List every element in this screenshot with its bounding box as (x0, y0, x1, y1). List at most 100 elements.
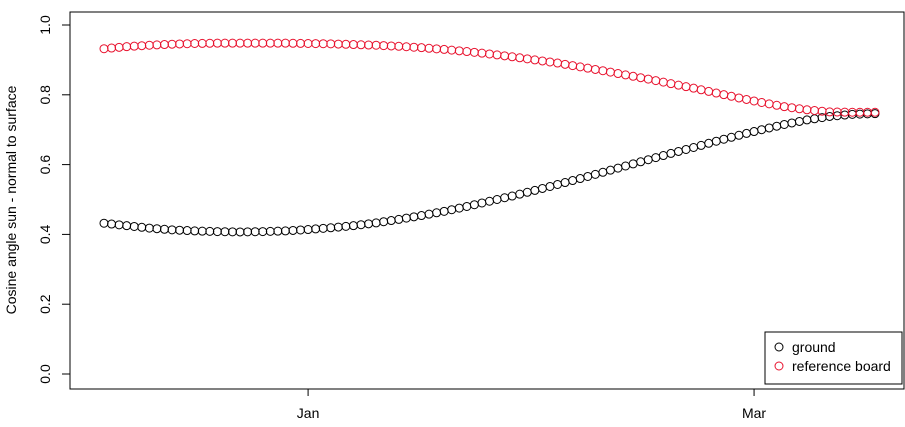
data-point (122, 221, 132, 231)
data-point (333, 222, 343, 232)
legend-box (764, 331, 903, 385)
data-point (424, 209, 434, 219)
data-point (107, 43, 117, 53)
data-point (288, 38, 298, 48)
data-point (855, 107, 865, 117)
data-point (379, 41, 389, 51)
data-point (651, 153, 661, 163)
data-point (235, 38, 245, 48)
data-point (371, 40, 381, 50)
data-point (545, 181, 555, 191)
legend-label: reference board (792, 358, 891, 374)
data-point (273, 226, 283, 236)
data-point (855, 109, 865, 119)
data-point (726, 132, 736, 142)
data-point (575, 62, 585, 72)
data-point (772, 121, 782, 131)
data-point (439, 44, 449, 54)
data-point (742, 128, 751, 138)
data-point (318, 223, 328, 233)
data-point (379, 217, 389, 227)
data-point (243, 38, 253, 48)
data-point (711, 88, 721, 98)
data-point (432, 44, 442, 54)
series-reference-board (99, 38, 880, 117)
data-point (265, 38, 275, 48)
data-point (273, 38, 283, 48)
data-point (137, 41, 147, 51)
data-point (159, 224, 169, 234)
data-point (673, 80, 683, 90)
data-point (122, 42, 132, 52)
data-point (114, 42, 124, 52)
data-point (175, 225, 185, 235)
data-point (341, 221, 351, 231)
data-point (190, 226, 200, 236)
data-point (605, 165, 615, 175)
data-point (537, 183, 547, 193)
data-point (416, 211, 426, 221)
data-point (590, 64, 600, 74)
data-point (243, 227, 253, 237)
data-point (485, 49, 494, 59)
data-point (152, 224, 162, 234)
data-point (673, 146, 683, 156)
data-point (613, 163, 623, 173)
data-point (681, 82, 691, 92)
data-point (296, 38, 306, 48)
data-point (810, 106, 820, 116)
data-point (515, 189, 525, 199)
data-point (500, 51, 510, 61)
data-point (757, 97, 767, 107)
data-point (107, 219, 117, 229)
data-point (734, 93, 744, 103)
data-point (159, 40, 169, 50)
data-point (220, 38, 230, 48)
data-point (235, 227, 245, 237)
data-point (530, 185, 540, 195)
data-point (205, 38, 215, 48)
data-point (500, 193, 510, 203)
data-point (749, 96, 759, 106)
data-point (802, 115, 812, 125)
data-point (628, 71, 638, 81)
data-point (734, 130, 744, 140)
data-point (742, 94, 751, 104)
y-tick-label: 0.8 (37, 85, 53, 105)
data-point (265, 226, 275, 236)
data-point (711, 136, 721, 146)
data-point (356, 40, 366, 50)
data-point (787, 118, 797, 128)
data-point (401, 42, 411, 52)
x-tick-label: Mar (742, 405, 766, 421)
y-axis: 0.0 0.2 0.4 0.6 0.8 1.0 (37, 15, 71, 384)
y-tick-label: 0.2 (37, 294, 53, 314)
data-point (605, 67, 615, 77)
data-point (560, 178, 570, 188)
y-tick-label: 0.4 (37, 224, 53, 244)
data-point (250, 38, 260, 48)
data-point (99, 44, 109, 54)
data-point (348, 40, 358, 50)
data-point (228, 38, 237, 48)
data-point (129, 41, 139, 51)
data-point (462, 47, 472, 57)
data-point (167, 225, 177, 235)
data-point (348, 221, 358, 231)
data-point (696, 140, 706, 150)
data-point (144, 223, 154, 233)
data-point (311, 39, 321, 49)
data-point (220, 227, 230, 237)
data-point (704, 86, 714, 96)
data-point (636, 157, 646, 167)
data-point (152, 40, 162, 50)
data-point (333, 39, 343, 49)
data-point (212, 227, 222, 237)
data-point (137, 222, 147, 232)
data-point (621, 70, 631, 80)
data-point (598, 167, 608, 177)
y-tick-label: 0.0 (37, 364, 53, 384)
legend: ground reference board (764, 331, 903, 385)
data-point (492, 195, 502, 204)
